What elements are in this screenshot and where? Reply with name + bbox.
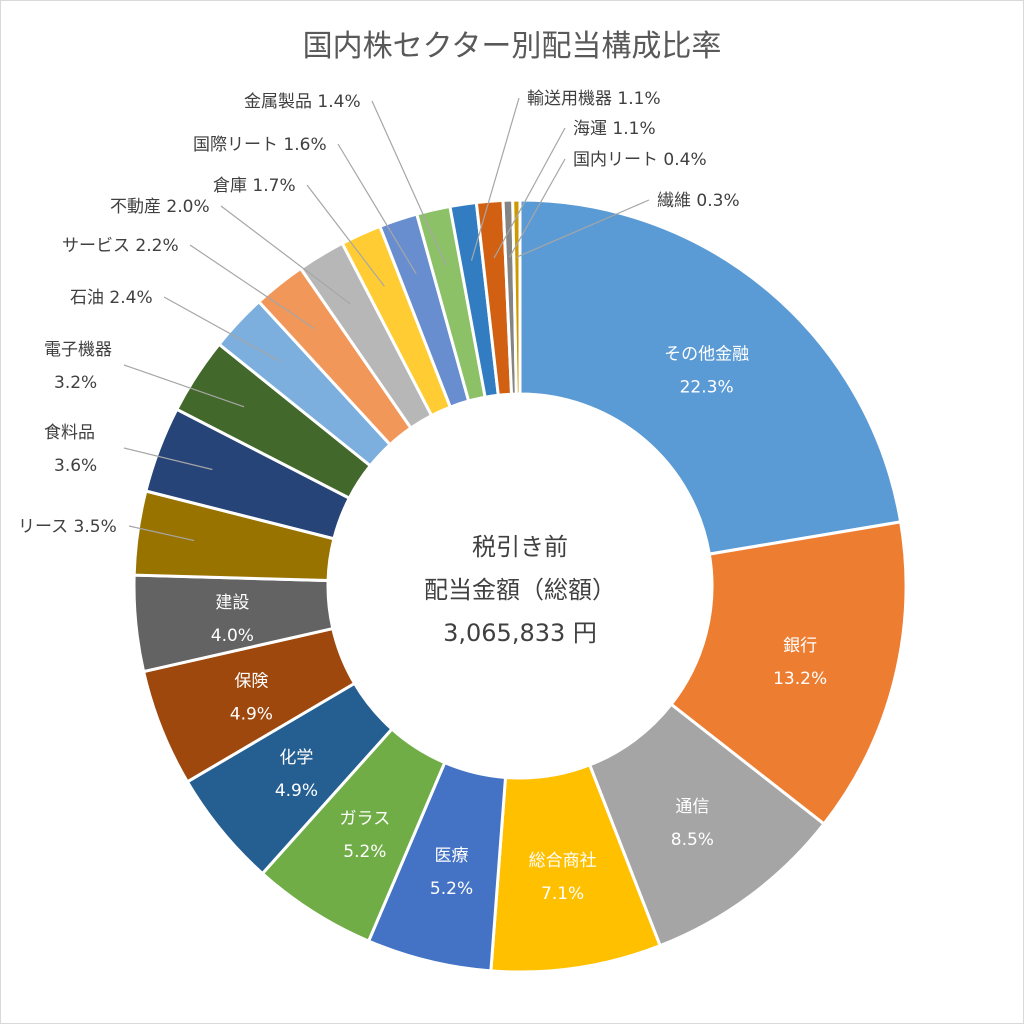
slice-label-7: 保険 4.9% bbox=[230, 672, 273, 725]
leader-line-12 bbox=[163, 296, 281, 362]
slice-label-10: 食料品 3.6% bbox=[44, 423, 97, 476]
leader-line-16 bbox=[337, 143, 417, 275]
slices-group bbox=[132, 198, 908, 974]
slice-label-5: ガラス 5.2% bbox=[340, 809, 391, 862]
leader-line-10 bbox=[123, 447, 213, 471]
center-label-line-1: 税引き前 bbox=[472, 533, 568, 561]
center-label-line-3: 3,065,833 円 bbox=[443, 619, 597, 647]
leader-line-15 bbox=[306, 184, 385, 287]
slice-label-17: 金属製品 1.4% bbox=[244, 92, 361, 112]
slice-label-6: 化学 4.9% bbox=[275, 748, 318, 801]
chart-title: 国内株セクター別配当構成比率 bbox=[303, 29, 722, 64]
leader-line-20 bbox=[509, 158, 566, 258]
slice-label-13: サービス 2.2% bbox=[62, 236, 179, 256]
slice-label-16: 国際リート 1.6% bbox=[193, 135, 327, 155]
leader-line-14 bbox=[220, 205, 351, 305]
slice-label-18: 輸送用機器 1.1% bbox=[527, 89, 661, 109]
slice-label-14: 不動産 2.0% bbox=[110, 197, 210, 217]
slice-label-1: 銀行 13.2% bbox=[773, 636, 827, 689]
leader-line-17 bbox=[371, 100, 447, 266]
slice-label-8: 建設 4.0% bbox=[211, 593, 254, 646]
slice-label-0: その他金融 22.3% bbox=[664, 344, 749, 397]
leader-line-13 bbox=[189, 244, 316, 330]
slice-label-15: 倉庫 1.7% bbox=[213, 176, 296, 196]
leader-lines-group bbox=[123, 97, 650, 542]
leader-line-21 bbox=[516, 199, 650, 258]
slice-label-12: 石油 2.4% bbox=[70, 288, 153, 308]
slice-label-9: リース 3.5% bbox=[18, 517, 117, 537]
leader-line-18 bbox=[470, 97, 520, 261]
center-label-line-2: 配当金額（総額） bbox=[424, 576, 616, 604]
leader-line-19 bbox=[493, 127, 566, 259]
slice-0 bbox=[518, 198, 903, 556]
labels-group: その他金融 22.3% 銀行 13.2% 通信 8.5% 総合商社 7.1% 医療 5.2% ガラス… bbox=[18, 89, 827, 904]
slice-label-19: 海運 1.1% bbox=[573, 119, 656, 139]
leader-line-11 bbox=[123, 364, 245, 408]
leader-line-9 bbox=[128, 525, 195, 542]
slice-label-2: 通信 8.5% bbox=[671, 797, 714, 850]
slice-label-21: 繊維 0.3% bbox=[657, 191, 740, 211]
slice-label-11: 電子機器 3.2% bbox=[44, 340, 112, 393]
slice-label-20: 国内リート 0.4% bbox=[573, 150, 707, 170]
slice-label-4: 医療 5.2% bbox=[430, 846, 473, 899]
slice-label-3: 総合商社 7.1% bbox=[529, 851, 597, 904]
